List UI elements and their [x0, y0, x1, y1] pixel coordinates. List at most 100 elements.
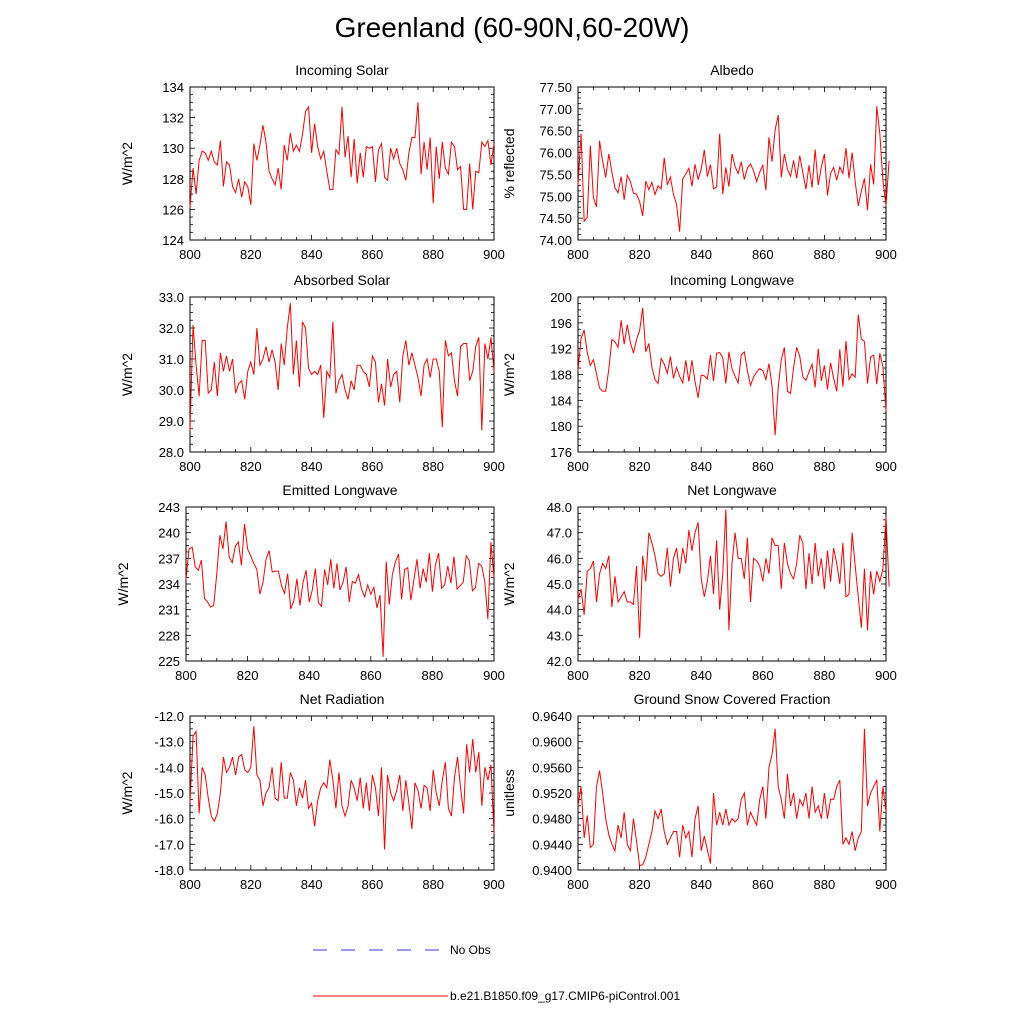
x-tick-label: 880 [422, 668, 444, 683]
y-tick-label: 0.9560 [532, 760, 572, 775]
y-tick-label: 176 [550, 445, 572, 460]
series-line [577, 106, 890, 232]
figure-title: Greenland (60-90N,60-20W) [334, 12, 690, 43]
x-tick-label: 840 [690, 247, 712, 262]
chart-title: Absorbed Solar [294, 272, 391, 288]
y-axis-label: % reflected [501, 128, 517, 198]
x-tick-label: 800 [567, 247, 589, 262]
x-tick-label: 820 [240, 459, 262, 474]
series-line [577, 509, 890, 638]
chart-title: Incoming Solar [295, 62, 389, 78]
y-tick-label: 77.50 [539, 80, 572, 95]
chart-title: Net Radiation [300, 691, 385, 707]
y-axis-label: W/m^2 [119, 142, 135, 185]
series-line [189, 303, 495, 431]
plot-frame [577, 86, 887, 241]
y-tick-label: 30.0 [159, 383, 184, 398]
y-tick-label: 234 [158, 577, 180, 592]
y-tick-label: 0.9400 [532, 863, 572, 878]
y-axis-label: W/m^2 [115, 562, 131, 605]
panels-group: 800 820 840 860 880 900 124 126 128 130 132 134 Inco… [115, 62, 897, 892]
legend-label-no-obs: No Obs [450, 943, 491, 957]
y-tick-label: 132 [162, 111, 184, 126]
y-tick-label: 128 [162, 172, 184, 187]
x-tick-label: 820 [629, 247, 651, 262]
y-tick-label: -18.0 [154, 863, 184, 878]
x-tick-label: 860 [360, 668, 382, 683]
chart-title: Emitted Longwave [282, 482, 397, 498]
y-tick-label: -16.0 [154, 812, 184, 827]
chart-title: Incoming Longwave [670, 272, 795, 288]
x-tick-label: 800 [179, 247, 201, 262]
x-tick-label: 800 [175, 668, 197, 683]
y-tick-label: 29.0 [159, 414, 184, 429]
y-axis-label: W/m^2 [501, 353, 517, 396]
series-line [577, 728, 887, 867]
x-tick-label: 860 [752, 877, 774, 892]
x-tick-label: 880 [422, 247, 444, 262]
y-tick-label: 228 [158, 628, 180, 643]
y-tick-label: -14.0 [154, 760, 184, 775]
chart-panel-2: 800 820 840 860 880 900 74.00 74.50 75.00 75.50 76… [501, 62, 897, 262]
plot-frame [185, 506, 495, 662]
y-tick-label: 48.0 [547, 500, 572, 515]
y-tick-label: 46.0 [547, 551, 572, 566]
chart-title: Net Longwave [687, 482, 777, 498]
y-tick-label: -13.0 [154, 735, 184, 750]
plot-frame [577, 296, 887, 453]
x-tick-label: 800 [567, 668, 589, 683]
y-tick-label: 0.9640 [532, 709, 572, 724]
chart-panel-1: 800 820 840 860 880 900 124 126 128 130 132 134 Inco… [119, 62, 505, 262]
y-tick-label: 240 [158, 526, 180, 541]
y-tick-label: 43.0 [547, 628, 572, 643]
y-tick-label: 188 [550, 368, 572, 383]
y-tick-label: 237 [158, 551, 180, 566]
y-axis-label: W/m^2 [501, 562, 517, 605]
y-tick-label: -15.0 [154, 786, 184, 801]
series-line [189, 726, 495, 850]
y-tick-label: 196 [550, 316, 572, 331]
x-tick-label: 900 [875, 668, 897, 683]
x-tick-label: 820 [629, 668, 651, 683]
y-tick-label: -12.0 [154, 709, 184, 724]
x-tick-label: 880 [814, 247, 836, 262]
y-tick-label: 74.00 [539, 233, 572, 248]
x-tick-label: 800 [179, 877, 201, 892]
x-tick-label: 840 [298, 668, 320, 683]
y-tick-label: 225 [158, 654, 180, 669]
y-tick-label: 0.9480 [532, 812, 572, 827]
y-tick-label: 44.0 [547, 603, 572, 618]
x-tick-label: 840 [301, 459, 323, 474]
x-tick-label: 840 [690, 668, 712, 683]
x-tick-label: 900 [875, 877, 897, 892]
x-tick-label: 880 [814, 668, 836, 683]
y-tick-label: 130 [162, 141, 184, 156]
x-tick-label: 840 [301, 877, 323, 892]
x-tick-label: 820 [240, 247, 262, 262]
x-tick-label: 900 [483, 247, 505, 262]
y-tick-label: 0.9520 [532, 786, 572, 801]
chart-panel-3: 800 820 840 860 880 900 28.0 29.0 30.0 31.0 32.0 33… [119, 272, 505, 474]
y-tick-label: 124 [162, 233, 184, 248]
chart-title: Ground Snow Covered Fraction [634, 691, 831, 707]
x-tick-label: 900 [483, 459, 505, 474]
x-tick-label: 860 [362, 877, 384, 892]
y-tick-label: 74.50 [539, 211, 572, 226]
y-tick-label: 76.00 [539, 146, 572, 161]
x-tick-label: 800 [179, 459, 201, 474]
x-tick-label: 900 [875, 459, 897, 474]
y-axis-label: unitless [501, 769, 517, 816]
x-tick-label: 880 [422, 459, 444, 474]
x-tick-label: 800 [567, 459, 589, 474]
chart-panel-6: 800 820 840 860 880 900 42.0 43.0 44.0 45.0 46.0 47… [501, 482, 897, 683]
chart-panel-8: 800 820 840 860 880 900 0.9400 0.9440 0.9480 0.95… [501, 691, 897, 892]
y-tick-label: 47.0 [547, 526, 572, 541]
y-tick-label: 231 [158, 603, 180, 618]
y-tick-label: 192 [550, 342, 572, 357]
y-tick-label: 77.00 [539, 102, 572, 117]
x-tick-label: 860 [362, 247, 384, 262]
y-axis-label: W/m^2 [119, 353, 135, 396]
y-tick-label: -17.0 [154, 837, 184, 852]
x-tick-label: 880 [814, 877, 836, 892]
